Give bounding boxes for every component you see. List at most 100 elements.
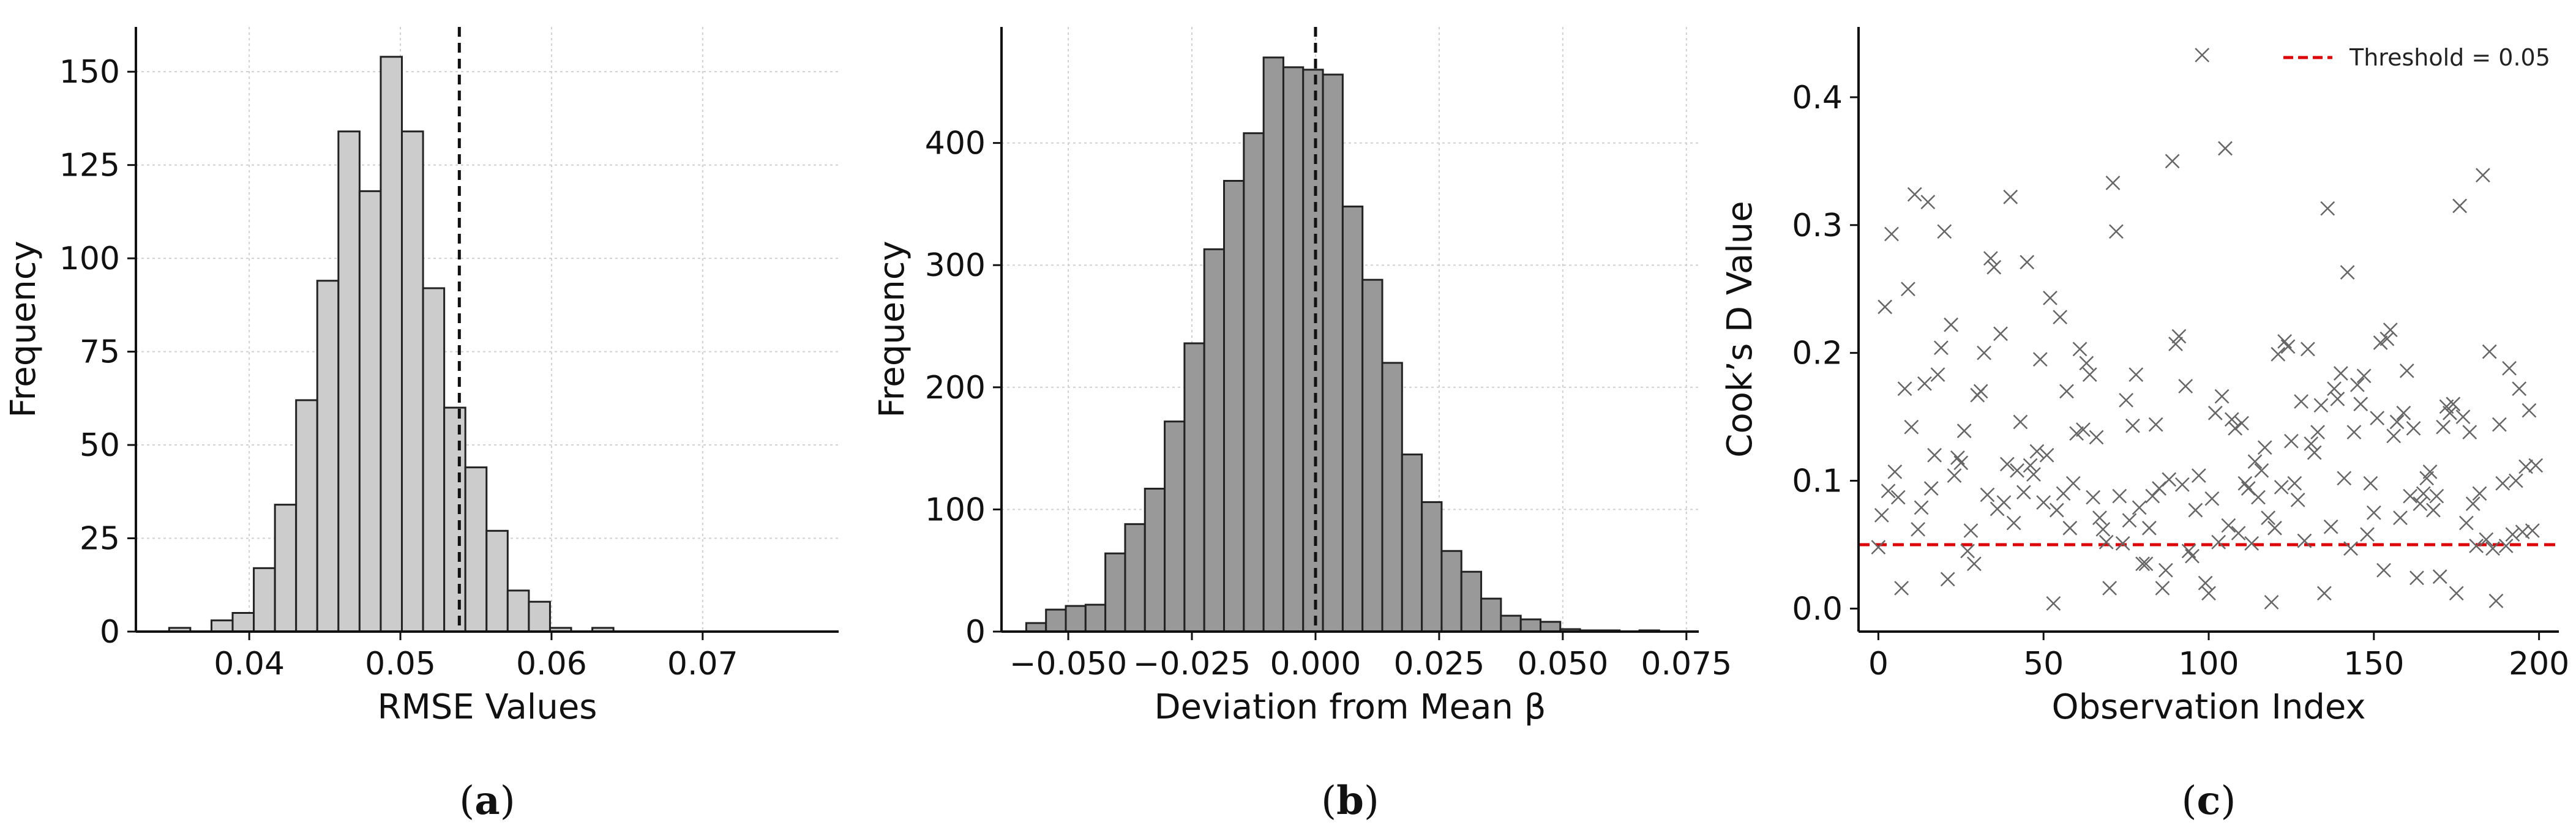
y-tick-label: 0.3 bbox=[1792, 207, 1843, 244]
histogram-bar bbox=[1104, 552, 1126, 633]
scatter-point bbox=[1887, 465, 1903, 479]
scatter-point bbox=[2498, 539, 2514, 553]
scatter-point bbox=[2132, 500, 2147, 515]
scatter-point bbox=[2323, 519, 2338, 534]
scatter-point bbox=[2346, 425, 2362, 440]
scatter-point bbox=[2472, 486, 2487, 501]
scatter-point bbox=[2399, 364, 2414, 378]
x-tick-label: 100 bbox=[2178, 646, 2239, 682]
histogram-bar bbox=[210, 619, 234, 633]
histogram-bar bbox=[1341, 205, 1364, 633]
y-tick-label: 0.2 bbox=[1792, 335, 1843, 372]
panel-a-x-ticks: 0.04 0.05 0.06 0.07 bbox=[214, 632, 738, 682]
scatter-point bbox=[2214, 389, 2230, 404]
histogram-bar bbox=[1519, 618, 1542, 633]
scatter-point bbox=[2148, 417, 2163, 432]
histogram-bar bbox=[1203, 248, 1226, 633]
scatter-point bbox=[2046, 596, 2061, 611]
scatter-point bbox=[2389, 414, 2405, 430]
y-tick-label: 125 bbox=[59, 147, 120, 184]
scatter-point bbox=[2271, 346, 2286, 362]
scatter-point bbox=[2267, 520, 2282, 536]
scatter-point bbox=[2204, 491, 2220, 506]
scatter-point bbox=[2264, 595, 2279, 610]
histogram-bar bbox=[295, 399, 318, 633]
scatter-point bbox=[1944, 317, 1958, 332]
histogram-bar bbox=[485, 529, 509, 633]
y-tick-label: 0.0 bbox=[1792, 591, 1843, 627]
scatter-point bbox=[1878, 299, 1893, 315]
scatter-point bbox=[2432, 569, 2447, 584]
histogram-bar bbox=[231, 612, 255, 633]
y-tick-label: 50 bbox=[80, 427, 120, 464]
scatter-point bbox=[2406, 420, 2421, 436]
scatter-point bbox=[1897, 381, 1912, 397]
scatter-point bbox=[1914, 500, 1929, 515]
scatter-point bbox=[2115, 536, 2130, 551]
scatter-point bbox=[2201, 586, 2216, 601]
scatter-point bbox=[2065, 476, 2081, 491]
scatter-point bbox=[2485, 541, 2500, 556]
histogram-bar bbox=[464, 466, 488, 633]
scatter-point bbox=[2376, 562, 2391, 578]
panel-c-x-axis-title: Observation Index bbox=[2052, 687, 2366, 727]
scatter-point bbox=[1956, 424, 1972, 438]
scatter-point bbox=[2026, 467, 2041, 482]
histogram-bar bbox=[1183, 342, 1205, 633]
scatter-point bbox=[2198, 575, 2213, 591]
scatter-point bbox=[2508, 473, 2523, 488]
legend-threshold-label: Threshold = 0.05 bbox=[2349, 44, 2550, 71]
scatter-point bbox=[1937, 224, 1952, 239]
scatter-point bbox=[2211, 534, 2226, 550]
panel-a-y-axis-title: Frequency bbox=[4, 241, 43, 417]
histogram-bar bbox=[1262, 56, 1284, 633]
scatter-point bbox=[2409, 570, 2424, 586]
scatter-point bbox=[2086, 490, 2101, 505]
scatter-point bbox=[2185, 548, 2200, 564]
histogram-bar bbox=[274, 504, 298, 633]
scatter-point bbox=[2228, 420, 2243, 436]
panel-c-caption-letter: c bbox=[2197, 778, 2221, 824]
x-tick-label: 50 bbox=[2023, 646, 2064, 682]
scatter-point bbox=[2195, 48, 2210, 62]
scatter-point bbox=[1999, 457, 2015, 472]
histogram-bar bbox=[1322, 73, 1344, 633]
scatter-point bbox=[2482, 344, 2497, 359]
y-tick-label: 0 bbox=[965, 614, 986, 651]
histogram-bar bbox=[1460, 570, 1483, 633]
scatter-point bbox=[2525, 523, 2540, 538]
scatter-point bbox=[2006, 515, 2021, 531]
y-tick-label: 0.1 bbox=[1792, 463, 1843, 500]
scatter-point bbox=[2360, 527, 2375, 542]
scatter-point bbox=[2316, 586, 2332, 601]
scatter-point bbox=[2393, 510, 2408, 525]
histogram-bar bbox=[1381, 362, 1403, 633]
scatter-point bbox=[2095, 522, 2111, 537]
x-tick-label: 200 bbox=[2509, 646, 2569, 682]
scatter-point bbox=[2349, 377, 2365, 392]
scatter-point bbox=[1871, 540, 1886, 555]
scatter-point bbox=[1973, 384, 1988, 399]
scatter-point bbox=[2016, 485, 2031, 500]
scatter-point bbox=[2174, 477, 2190, 492]
scatter-point bbox=[2158, 562, 2173, 578]
panel-c-y-ticks: 0.0 0.1 0.2 0.3 0.4 bbox=[1792, 80, 1859, 627]
scatter-point bbox=[1953, 455, 1969, 471]
histogram-bar bbox=[1025, 622, 1047, 633]
histogram-bar bbox=[316, 280, 340, 633]
scatter-point bbox=[2010, 463, 2024, 478]
scatter-point bbox=[1890, 490, 1906, 505]
x-tick-label: 0.07 bbox=[667, 646, 738, 682]
histogram-bar bbox=[1421, 501, 1443, 633]
scatter-point bbox=[2168, 337, 2183, 351]
scatter-point bbox=[1874, 508, 1889, 523]
scatter-point bbox=[2396, 405, 2411, 420]
panel-a-caption-letter: a bbox=[474, 778, 500, 824]
scatter-point bbox=[1966, 556, 1982, 572]
scatter-point bbox=[2333, 366, 2348, 381]
scatter-point bbox=[2109, 224, 2124, 239]
x-tick-label: 0.04 bbox=[214, 646, 285, 682]
histogram-bar bbox=[401, 130, 424, 633]
y-tick-label: 300 bbox=[925, 247, 986, 284]
histogram-bar bbox=[422, 287, 446, 633]
